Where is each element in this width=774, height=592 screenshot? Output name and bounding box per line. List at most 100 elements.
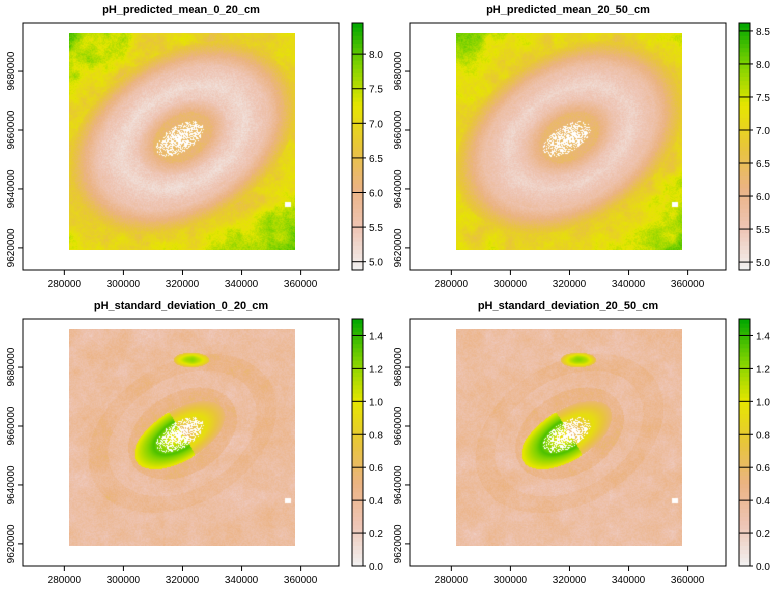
- legend-color-step: [739, 409, 750, 415]
- legend-color-step: [352, 487, 363, 493]
- legend-tick-label: 0.4: [756, 496, 770, 507]
- legend-color-step: [739, 405, 750, 411]
- legend-color-step: [352, 179, 363, 185]
- plot-box: [22, 22, 340, 271]
- legend-color-step: [352, 430, 363, 435]
- legend-color-step: [352, 60, 363, 65]
- legend-color-step: [352, 105, 363, 110]
- legend-color-step: [352, 237, 363, 242]
- legend-color-step: [352, 388, 363, 394]
- legend-color-step: [739, 504, 750, 509]
- legend-color-step: [352, 454, 363, 460]
- legend-color-step: [352, 561, 363, 567]
- legend-tick-label: 0.6: [756, 463, 770, 474]
- x-tick-label: 280000: [435, 575, 469, 586]
- legend-tick-label: 6.0: [369, 189, 383, 200]
- legend-tick-label: 0.2: [756, 529, 770, 540]
- legend-color-step: [352, 204, 363, 209]
- legend-color-step: [352, 72, 363, 78]
- legend-color-step: [739, 364, 750, 369]
- legend-tick-label: 8.5: [756, 27, 770, 38]
- legend-color-step: [739, 347, 750, 353]
- legend-color-step: [352, 187, 363, 193]
- legend-color-step: [739, 261, 750, 267]
- legend-color-step: [352, 257, 363, 263]
- legend-tick-label: 7.5: [756, 93, 770, 104]
- legend-tick-label: 0.2: [369, 529, 383, 540]
- y-tick-label: 9660000: [393, 110, 404, 149]
- legend-color-step: [739, 216, 750, 222]
- legend-color-step: [739, 426, 750, 431]
- legend-color-step: [352, 232, 363, 238]
- legend-color-step: [352, 84, 363, 90]
- legend-color-step: [739, 195, 750, 201]
- legend-color-step: [352, 368, 363, 374]
- x-tick-label: 280000: [435, 279, 469, 290]
- legend-color-step: [739, 257, 750, 263]
- legend-color-step: [739, 183, 750, 189]
- legend-color-step: [352, 553, 363, 559]
- legend-color-step: [739, 125, 750, 131]
- legend-color-step: [352, 121, 363, 127]
- legend-color-step: [739, 541, 750, 546]
- legend-color-step: [352, 442, 363, 448]
- x-tick-label: 320000: [166, 575, 200, 586]
- legend-color-step: [352, 376, 363, 382]
- panel-title: pH_standard_deviation_20_50_cm: [477, 300, 659, 312]
- legend-color-step: [739, 491, 750, 497]
- legend-color-step: [352, 446, 363, 452]
- legend-color-step: [739, 150, 750, 156]
- legend-color-step: [739, 434, 750, 439]
- y-tick-label: 9660000: [6, 110, 17, 149]
- legend-tick-label: 6.0: [756, 192, 770, 203]
- legend-color-step: [739, 142, 750, 147]
- y-tick-label: 9640000: [393, 465, 404, 504]
- legend-color-step: [739, 191, 750, 197]
- legend-color-step: [352, 397, 363, 402]
- x-tick-label: 340000: [225, 575, 259, 586]
- legend-color-step: [739, 31, 750, 36]
- legend-color-step: [739, 487, 750, 493]
- legend-color-step: [352, 500, 363, 505]
- legend-color-step: [739, 47, 750, 53]
- legend-color-step: [352, 327, 363, 332]
- legend-color-step: [352, 331, 363, 336]
- legend-color-step: [352, 479, 363, 485]
- legend-color-step: [739, 331, 750, 336]
- legend-tick-label: 1.0: [369, 397, 383, 408]
- legend-color-step: [352, 512, 363, 518]
- legend-color-step: [739, 84, 750, 90]
- legend-color-step: [739, 537, 750, 542]
- legend-color-step: [352, 97, 363, 102]
- legend-color-step: [739, 88, 750, 94]
- legend-color-step: [739, 113, 750, 119]
- x-tick-label: 360000: [671, 279, 705, 290]
- legend-color-step: [352, 524, 363, 530]
- legend-color-step: [352, 92, 363, 98]
- legend-color-step: [352, 409, 363, 415]
- legend-color-step: [739, 413, 750, 419]
- legend-color-step: [352, 450, 363, 456]
- legend-color-step: [352, 541, 363, 546]
- legend-color-step: [739, 384, 750, 390]
- plot-frame: 280000 300000 320000 340000 360000 9620000 964…: [6, 22, 383, 290]
- legend-color-step: [739, 446, 750, 452]
- legend-color-step: [352, 347, 363, 353]
- legend-color-step: [739, 401, 750, 406]
- legend-color-step: [739, 463, 750, 468]
- legend-color-step: [352, 200, 363, 205]
- legend-color-step: [739, 117, 750, 123]
- legend-color-step: [739, 175, 750, 180]
- x-tick-label: 300000: [107, 575, 141, 586]
- legend-color-step: [352, 134, 363, 139]
- legend-color-step: [739, 92, 750, 98]
- legend-color-step: [739, 421, 750, 427]
- legend-color-step: [739, 158, 750, 164]
- legend-color-step: [352, 158, 363, 164]
- legend-color-step: [739, 162, 750, 168]
- legend-color-step: [352, 343, 363, 349]
- legend-color-step: [352, 549, 363, 555]
- legend-color-step: [739, 372, 750, 378]
- legend-color-step: [352, 195, 363, 201]
- legend-color-step: [352, 491, 363, 497]
